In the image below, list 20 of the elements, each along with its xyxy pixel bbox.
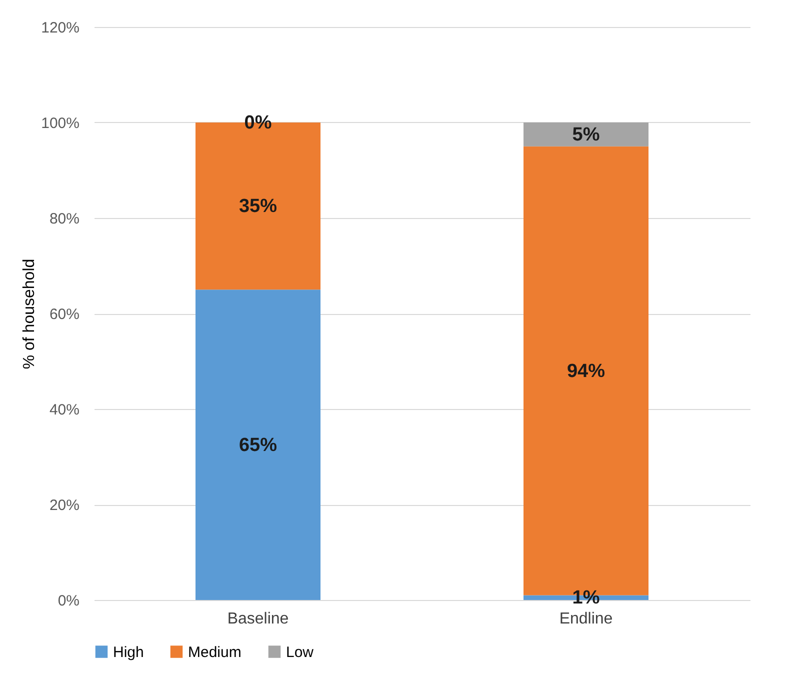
data-label: 35% [238, 196, 278, 218]
x-tick-label: Endline [559, 610, 613, 628]
bar [524, 122, 648, 146]
data-label: 1% [572, 588, 600, 609]
bar [196, 290, 320, 600]
legend-label: High [113, 644, 144, 661]
data-label: 94% [566, 360, 606, 382]
y-tick-label: 40% [49, 402, 80, 418]
legend-label: Low [286, 644, 314, 661]
y-tick-label: 0% [58, 592, 80, 610]
y-tick-label: 100% [41, 115, 80, 132]
y-tick-label: 80% [49, 210, 80, 228]
data-label: 65% [238, 434, 278, 456]
y-tick-label: 60% [49, 306, 80, 323]
y-tick-label: 20% [49, 497, 80, 514]
legend-label: Medium [188, 644, 242, 661]
data-label: 5% [572, 124, 600, 146]
x-tick-label: Baseline [227, 610, 289, 628]
y-axis-title: % of household [21, 258, 38, 370]
y-tick-label: 120% [41, 20, 80, 36]
